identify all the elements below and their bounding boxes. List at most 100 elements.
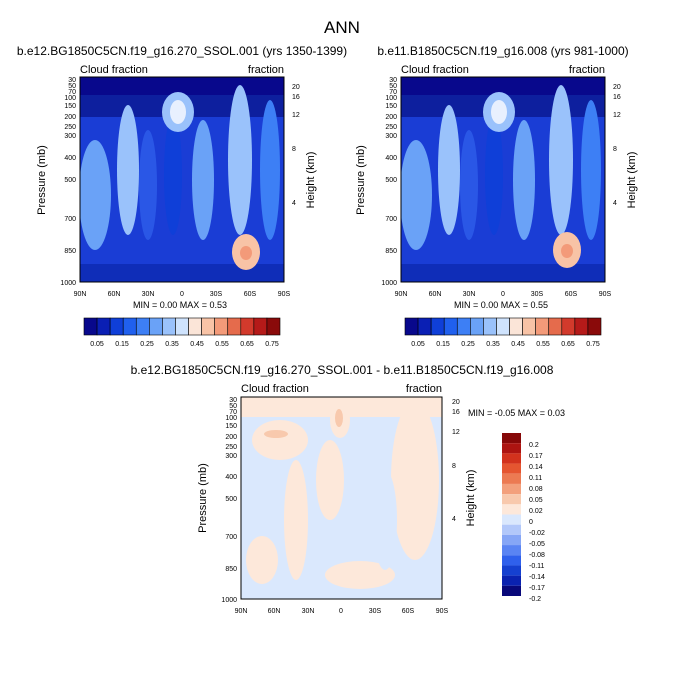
- panel-b-nh-subtrop: [460, 130, 478, 240]
- panel-b-colorbar-swatch: [417, 317, 432, 336]
- panel-c-colorbar-swatch: [502, 473, 521, 484]
- panel-b: b.e11.B1850C5CN.f19_g16.008 (yrs 981-100…: [355, 44, 638, 348]
- panel-b-colorbar-swatch: [548, 317, 563, 336]
- panel-a-ytick: 250: [64, 124, 76, 131]
- panel-c-x-ticks: 90N 60N 30N 0 30S 60S 90S: [235, 608, 449, 615]
- panel-a-colorbar-swatch: [227, 317, 242, 336]
- panel-a-field: [80, 77, 284, 282]
- panel-c-cbar-label: -0.2: [529, 596, 541, 603]
- panel-a-xtick: 90N: [74, 291, 87, 298]
- panel-a-cbar-label: 0.15: [115, 341, 129, 348]
- panel-a-colorbar-swatch: [149, 317, 163, 336]
- panel-a-colorbar-swatch: [266, 317, 281, 336]
- panel-a-nh-polar: [80, 140, 111, 250]
- panel-c-left-label: Cloud fraction: [241, 383, 309, 395]
- panel-a-ytick: 1000: [60, 280, 76, 287]
- panel-c-colorbar-swatch: [502, 524, 521, 535]
- panel-b-tropic-band: [485, 115, 503, 235]
- panel-c-cbar-label: -0.05: [529, 541, 545, 548]
- panel-a-nh-midlat: [117, 105, 139, 235]
- panel-a-cbar-label: 0.35: [165, 341, 179, 348]
- panel-c-y2tick: 16: [452, 409, 460, 416]
- panel-b-ytick: 100: [385, 95, 397, 102]
- panel-b-colorbar-swatch: [443, 317, 458, 336]
- panel-c-y2label: Height (km): [465, 470, 477, 527]
- panel-b-colorbar-swatch: [456, 317, 471, 336]
- panel-c-ytick: 1000: [221, 597, 237, 604]
- panel-c-cbar-label: 0.17: [529, 453, 543, 460]
- panel-b-field: [401, 77, 605, 282]
- panel-b-xtick: 30N: [463, 291, 476, 298]
- panel-a-xtick: 30N: [142, 291, 155, 298]
- panel-c-cbar-label: 0.08: [529, 486, 543, 493]
- panel-c-cbar-label: 0.05: [529, 497, 543, 504]
- panel-b-cbar-label: 0.55: [536, 341, 550, 348]
- panel-c-cbar-label: 0.2: [529, 442, 539, 449]
- panel-b-cbar-label: 0.25: [461, 341, 475, 348]
- panel-a-left-label: Cloud fraction: [80, 64, 148, 76]
- panel-b-colorbar-swatch: [483, 317, 497, 336]
- panel-c-nh-warm-band: [284, 460, 308, 580]
- panel-a-y2tick: 4: [292, 200, 296, 207]
- panel-a-colorbar-swatch: [109, 317, 124, 336]
- panel-c-colorbar-swatch: [502, 555, 521, 566]
- panel-a-colorbar-swatch: [188, 317, 202, 336]
- panel-a-ytick: 400: [64, 155, 76, 162]
- panel-c-field: [241, 397, 442, 599]
- panel-b-cbar-label: 0.65: [561, 341, 575, 348]
- panel-c-colorbar-swatch: [502, 494, 521, 505]
- panel-b-anvil-core: [491, 100, 507, 124]
- panel-b-sh-polar: [581, 100, 601, 240]
- panel-c-colorbar-swatch: [502, 545, 521, 556]
- panel-a-colorbar-swatch: [96, 317, 111, 336]
- panel-a-ytick: 300: [64, 133, 76, 140]
- panel-b-xtick: 0: [501, 291, 505, 298]
- panel-c-sh-warm: [391, 400, 439, 560]
- panel-b-ytick: 150: [385, 103, 397, 110]
- panel-a-xtick: 90S: [278, 291, 291, 298]
- panel-c-colorbar-swatch: [502, 483, 521, 495]
- panel-c-xtick: 30S: [369, 608, 382, 615]
- panel-b-y2tick: 20: [613, 84, 621, 91]
- panel-c-colorbar-swatch: [502, 453, 521, 464]
- panel-c-y-ticks: 30 50 70 100 150 200 250 300 400 500 700…: [221, 397, 237, 604]
- panel-c-ytick: 200: [225, 434, 237, 441]
- panel-b-bottom-band: [401, 264, 605, 282]
- panel-a-colorbar-labels: 0.05 0.15 0.25 0.35 0.45 0.55 0.65 0.75: [90, 341, 279, 348]
- panel-a-y2tick: 8: [292, 146, 296, 153]
- panel-c-colorbar-swatch: [502, 585, 521, 596]
- panel-a-right-label: fraction: [248, 64, 284, 76]
- panel-c-ylabel: Pressure (mb): [197, 463, 209, 533]
- panel-b-ytick: 250: [385, 124, 397, 131]
- panel-c-ytick: 250: [225, 444, 237, 451]
- panel-c-ytick: 850: [225, 566, 237, 573]
- panel-a-colorbar-swatch: [162, 317, 176, 336]
- panel-a-x-ticks: 90N 60N 30N 0 30S 60S 90S: [74, 291, 291, 298]
- panel-b-ytick: 200: [385, 114, 397, 121]
- panel-c-low-warm: [325, 561, 395, 589]
- panel-a-cbar-label: 0.45: [190, 341, 204, 348]
- panel-c-nh-warm-low: [246, 536, 278, 584]
- panel-b-ytick: 850: [385, 248, 397, 255]
- panel-c-colorbar-swatch: [502, 463, 521, 474]
- panel-c-cbar-label: -0.17: [529, 585, 545, 592]
- panel-c-xtick: 0: [339, 608, 343, 615]
- panel-c-colorbar-swatch: [502, 514, 521, 525]
- panel-a-anvil-core: [170, 100, 186, 124]
- panel-a-cbar-label: 0.55: [215, 341, 229, 348]
- panel-c-ytick: 400: [225, 474, 237, 481]
- panel-a-frame: [79, 76, 285, 283]
- panel-c-xtick: 30N: [302, 608, 315, 615]
- panel-b-y2tick: 12: [613, 112, 621, 119]
- panel-c-trop-warm: [316, 440, 344, 520]
- panel-a-y2tick: 20: [292, 84, 300, 91]
- panel-a-xtick: 30S: [210, 291, 223, 298]
- panel-a-ytick: 850: [64, 248, 76, 255]
- panel-c-colorbar-swatch: [502, 504, 521, 515]
- panel-a-xtick: 0: [180, 291, 184, 298]
- panel-a-colorbar-swatch: [175, 317, 189, 336]
- panel-c-upper-warm-nh: [252, 420, 308, 460]
- panel-a-sh-polar: [260, 100, 280, 240]
- panel-c-xtick: 60N: [268, 608, 281, 615]
- panel-b-xtick: 30S: [531, 291, 544, 298]
